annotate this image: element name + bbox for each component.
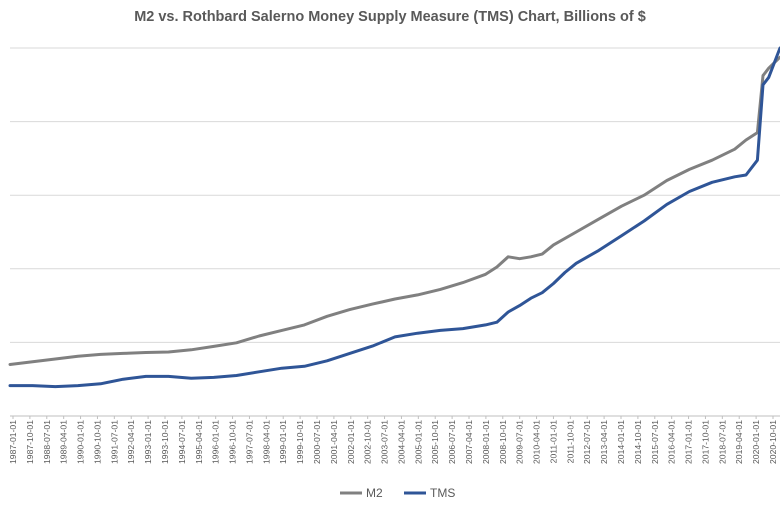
- x-tick-label: 1990-01-01: [76, 420, 86, 464]
- x-tick-label: 2020-01-01: [751, 420, 761, 464]
- legend-label-m2: M2: [366, 486, 383, 500]
- x-tick-label: 1992-04-01: [126, 420, 136, 464]
- x-tick-label: 1999-01-01: [278, 420, 288, 464]
- x-tick-label: 1996-01-01: [211, 420, 221, 464]
- x-tick-label: 2005-01-01: [413, 420, 423, 464]
- legend-label-tms: TMS: [430, 486, 455, 500]
- x-tick-label: 2018-07-01: [717, 420, 727, 464]
- series-layer: [8, 46, 780, 389]
- chart-title: M2 vs. Rothbard Salerno Money Supply Mea…: [134, 9, 646, 25]
- x-tick-label: 2009-07-01: [515, 420, 525, 464]
- x-tick-label: 1991-07-01: [109, 420, 119, 464]
- x-tick-label: 2017-01-01: [684, 420, 694, 464]
- x-tick-label: 2004-04-01: [396, 420, 406, 464]
- x-tick-label: 2016-04-01: [667, 420, 677, 464]
- x-tick-label: 2000-07-01: [312, 420, 322, 464]
- legend: M2 TMS: [340, 486, 455, 500]
- x-tick-label: 2011-01-01: [548, 420, 558, 464]
- x-tick-label: 1990-10-01: [92, 420, 102, 464]
- x-tick-label: 2014-10-01: [633, 420, 643, 464]
- x-tick-label: 1993-01-01: [143, 420, 153, 464]
- x-tick-label: 2003-07-01: [380, 420, 390, 464]
- x-tick-label: 2006-07-01: [447, 420, 457, 464]
- x-tick-label: 1989-04-01: [59, 420, 69, 464]
- x-tick-label: 2002-10-01: [363, 420, 373, 464]
- gridlines: [10, 47, 780, 417]
- x-tick-label: 2013-04-01: [599, 420, 609, 464]
- x-tick-label: 2005-10-01: [430, 420, 440, 464]
- series-line-tms: [8, 46, 780, 389]
- x-tick-label: 2019-04-01: [734, 420, 744, 464]
- x-tick-label: 2007-04-01: [464, 420, 474, 464]
- x-tick-label: 2011-10-01: [565, 420, 575, 464]
- x-tick-label: 1999-10-01: [295, 420, 305, 464]
- x-tick-label: 1994-07-01: [177, 420, 187, 464]
- x-tick-label: 1995-04-01: [194, 420, 204, 464]
- series-line-m2: [8, 55, 780, 366]
- x-tick-label: 1993-10-01: [160, 420, 170, 464]
- x-tick-label: 1996-10-01: [228, 420, 238, 464]
- x-tick-label: 2017-10-01: [700, 420, 710, 464]
- x-tick-label: 2012-07-01: [582, 420, 592, 464]
- x-tick-label: 2020-10-01: [768, 420, 778, 464]
- x-tick-label: 1988-07-01: [42, 420, 52, 464]
- x-tick-label: 2001-04-01: [329, 420, 339, 464]
- x-tick-label: 2015-07-01: [650, 420, 660, 464]
- x-tick-label: 1987-10-01: [25, 420, 35, 464]
- x-tick-label: 1998-04-01: [261, 420, 271, 464]
- x-axis: 1987-01-01 1987-10-01 1988-07-01 1989-04-01…: [8, 416, 778, 464]
- x-tick-label: 2008-01-01: [481, 420, 491, 464]
- x-tick-label: 2008-10-01: [498, 420, 508, 464]
- x-tick-label: 2002-01-01: [346, 420, 356, 464]
- x-tick-label: 1987-01-01: [8, 420, 18, 464]
- x-tick-label: 1997-07-01: [244, 420, 254, 464]
- x-tick-label: 2010-04-01: [532, 420, 542, 464]
- x-tick-label: 2014-01-01: [616, 420, 626, 464]
